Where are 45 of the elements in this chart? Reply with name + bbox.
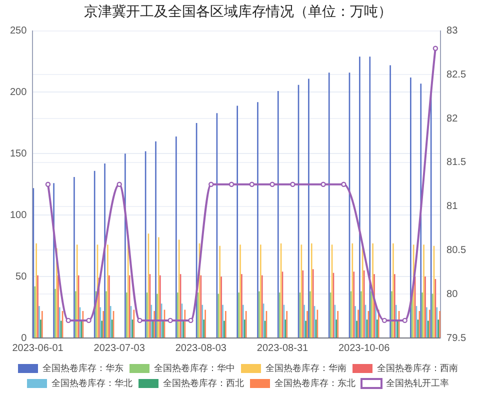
point <box>86 318 92 324</box>
point <box>188 318 194 324</box>
point <box>270 182 275 187</box>
y2-tick-label: 81 <box>446 201 458 212</box>
x-tick-label: 2023-07-03 <box>94 342 146 354</box>
point <box>228 182 234 187</box>
y2-tick-label: 82 <box>446 113 458 124</box>
point <box>66 318 71 324</box>
legend-label: 全国热卷库存：东北 <box>274 378 356 389</box>
y2-tick-label: 80.5 <box>446 244 466 256</box>
legend-label: 全国热卷库存：华南 <box>266 362 346 374</box>
point <box>45 182 51 187</box>
y2-tick-label: 79.5 <box>446 332 466 344</box>
legend-label: 全国热卷库存：华北 <box>52 378 132 389</box>
point <box>382 318 388 324</box>
point <box>432 46 438 51</box>
y2-tick-label: 82.5 <box>446 69 466 80</box>
legend-label: 全国热卷库存：华中 <box>154 362 235 374</box>
legend-label: 全国热卷库存：华东 <box>42 362 124 374</box>
x-tick-label: 2023-08-03 <box>175 342 227 354</box>
y2-tick-label: 83 <box>446 26 458 37</box>
legend-label: 全国热轧开工率 <box>386 378 449 389</box>
legend-label: 全国热卷库存：西南 <box>377 362 458 374</box>
y-tick-label: 0 <box>21 332 28 344</box>
point <box>290 182 296 187</box>
y2-tick-label: 80 <box>446 288 458 300</box>
x-tick-label: 2023-08-31 <box>256 342 309 354</box>
y-tick-label: 100 <box>10 210 28 221</box>
y-tick-label: 200 <box>10 86 28 98</box>
point <box>402 318 408 324</box>
point <box>116 182 122 187</box>
y-tick-label: 250 <box>10 26 28 37</box>
point <box>137 318 142 324</box>
y-tick-label: 50 <box>16 271 28 282</box>
y2-tick-label: 81.5 <box>446 157 466 168</box>
chart-title: 京津冀开工及全国各区域库存情况（单位：万吨） <box>84 4 392 20</box>
point <box>208 182 214 187</box>
point <box>168 318 173 324</box>
x-tick-label: 2023-10-06 <box>338 342 390 354</box>
y-tick-label: 150 <box>10 148 28 160</box>
x-tick-label: 2023-06-01 <box>12 342 64 354</box>
point <box>320 182 326 187</box>
legend-label: 全国热卷库存：西北 <box>163 378 244 389</box>
point <box>249 182 255 187</box>
point <box>341 182 346 187</box>
